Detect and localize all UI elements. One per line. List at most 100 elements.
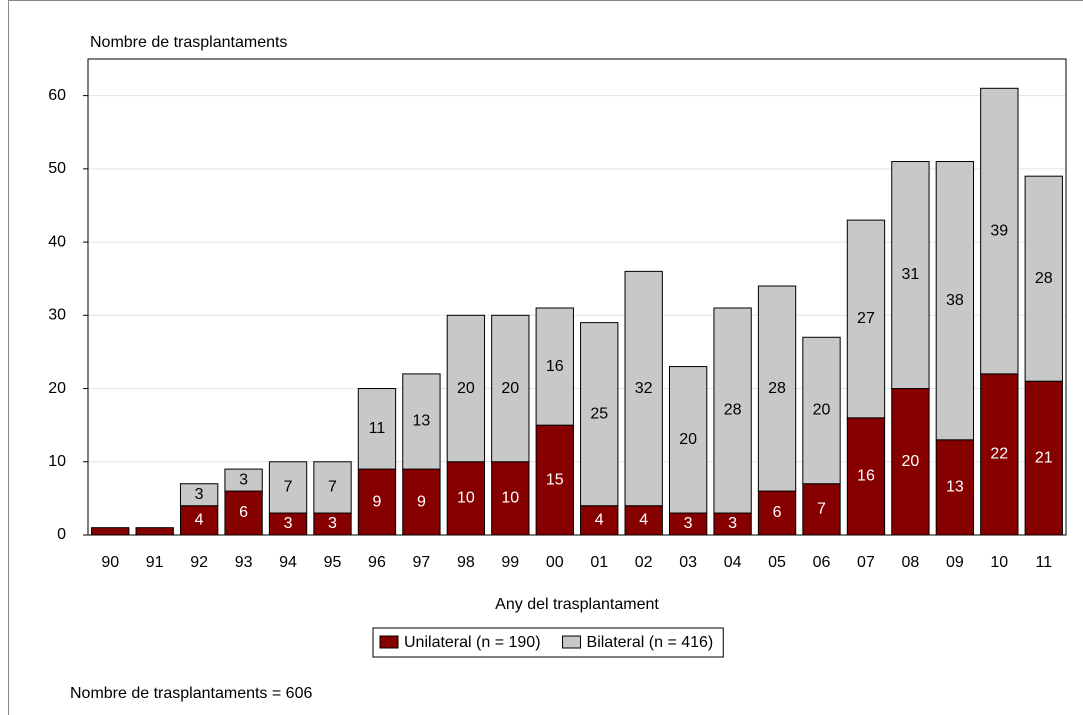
y-tick-label: 10 [48,453,66,470]
x-tick-label: 02 [635,554,653,571]
bar-segment [491,461,530,536]
footnote: Nombre de trasplantaments = 606 [70,685,312,702]
bar-segment [624,505,663,536]
data-label: 28 [1035,270,1053,287]
x-tick-label: 92 [190,554,208,571]
x-tick-label: 01 [590,554,608,571]
data-label: 10 [457,490,475,507]
x-tick-label: 96 [368,554,386,571]
data-label: 9 [417,493,426,510]
bar-segment [179,483,219,507]
bar-segment [224,468,263,492]
data-label: 38 [946,292,964,309]
x-tick-label: 98 [457,554,475,571]
x-tick-label: 97 [413,554,431,571]
bar-segment [268,461,308,514]
data-label: 7 [817,501,826,518]
bar-segment [935,439,975,536]
bar-segment [713,307,752,514]
legend-box [372,627,724,658]
data-label: 20 [501,380,519,397]
x-tick-label: 03 [679,554,697,571]
data-label: 3 [239,471,248,488]
x-tick-label: 00 [546,554,564,571]
frame [8,0,1083,715]
bar-segment [535,424,574,536]
bar-segment [402,468,441,536]
bar-segment [802,483,841,536]
x-tick-label: 11 [1035,554,1052,571]
data-label: 25 [590,405,608,422]
y-tick-label: 40 [48,233,66,250]
data-label: 20 [902,453,920,470]
data-label: 13 [946,479,964,496]
data-label: 15 [546,471,564,488]
data-label: 3 [684,515,693,532]
bar-segment [757,285,797,492]
data-label: 4 [195,512,204,529]
bar-segment [668,366,708,514]
x-tick-label: 94 [279,554,297,571]
data-label: 10 [501,490,519,507]
data-label: 28 [724,402,742,419]
data-label: 3 [728,515,737,532]
y-tick-label: 60 [48,87,66,104]
data-label: 6 [239,504,248,521]
x-tick-label: 91 [146,554,164,571]
x-tick-label: 06 [813,554,831,571]
bar-segment [535,307,574,426]
bar-segment [402,373,441,470]
data-label: 27 [857,310,875,327]
legend-label: Bilateral (n = 416) [587,634,714,651]
bar-segment [980,87,1019,375]
bar-segment [891,161,930,390]
data-label: 3 [284,515,293,532]
data-label: 6 [773,504,782,521]
x-tick-label: 05 [768,554,786,571]
y-tick-label: 30 [48,307,66,324]
bar-segment [935,161,975,441]
bar-segment [1024,175,1063,382]
x-axis-title: Any del trasplantament [495,596,659,613]
x-tick-label: 07 [857,554,875,571]
bar-segment [91,527,130,536]
x-tick-label: 08 [902,554,920,571]
data-label: 4 [639,512,648,529]
data-label: 32 [635,380,653,397]
data-label: 20 [813,402,831,419]
x-tick-label: 95 [324,554,342,571]
data-label: 22 [990,446,1008,463]
x-tick-label: 90 [101,554,119,571]
data-label: 3 [195,486,204,503]
plot-border [87,58,1067,536]
bar-segment [846,417,886,536]
data-label: 9 [373,493,382,510]
data-label: 7 [284,479,293,496]
bar-segment [313,461,352,514]
y-tick-label: 0 [57,526,66,543]
x-tick-label: 99 [501,554,519,571]
data-label: 20 [679,431,697,448]
data-label: 39 [990,222,1008,239]
bar-segment [802,336,841,485]
data-label: 28 [768,380,786,397]
y-tick-label: 50 [48,160,66,177]
data-label: 16 [857,468,875,485]
data-label: 31 [902,266,920,283]
bar-segment [491,314,530,463]
legend-swatch [562,635,582,649]
bar-segment [446,314,486,463]
data-label: 4 [595,512,604,529]
data-label: 13 [413,413,431,430]
y-tick-label: 20 [48,380,66,397]
y-axis-title: Nombre de trasplantaments [90,34,287,51]
x-tick-label: 10 [990,554,1008,571]
bar-segment [980,373,1019,536]
x-tick-label: 09 [946,554,964,571]
legend-swatch [379,635,399,649]
data-label: 3 [328,515,337,532]
bar-segment [624,270,663,507]
data-label: 7 [328,479,337,496]
bar-segment [135,527,174,536]
